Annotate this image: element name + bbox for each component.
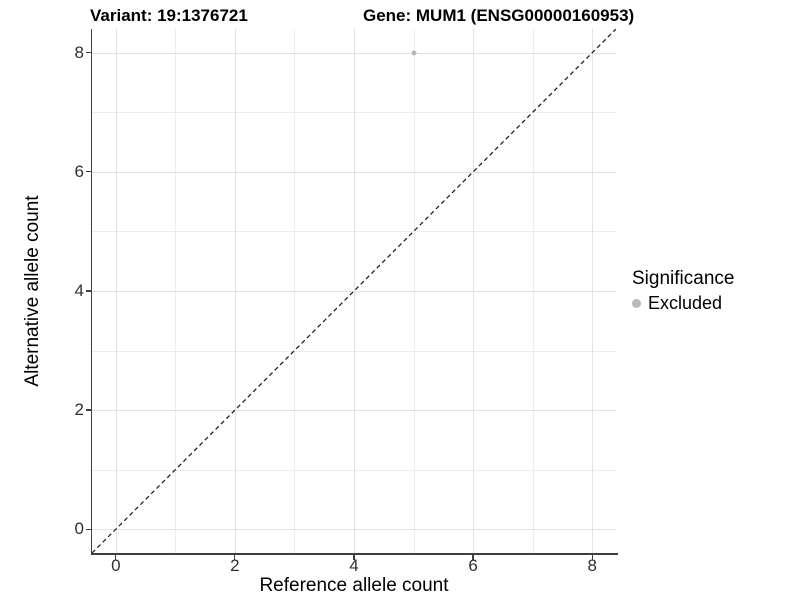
y-tick-label: 0: [74, 519, 84, 539]
x-tick-mark: [353, 554, 355, 560]
y-tick-mark: [85, 290, 91, 292]
major-gridline-h: [92, 529, 616, 531]
legend-entry: Excluded: [632, 292, 734, 314]
legend-title: Significance: [632, 268, 735, 289]
y-axis-line: [90, 29, 93, 555]
x-tick-label: 6: [468, 556, 478, 575]
x-tick-mark: [591, 554, 593, 560]
x-tick-mark: [472, 554, 474, 560]
legend-key-dot-icon: [632, 298, 641, 308]
y-tick-mark: [85, 409, 91, 411]
major-gridline-h: [92, 52, 616, 54]
variant-title: Variant: 19:1376721: [90, 6, 248, 25]
data-point: [411, 50, 417, 56]
y-axis-title: Alternative allele count: [22, 195, 43, 387]
y-tick-label: 8: [74, 42, 84, 62]
major-gridline-h: [92, 410, 616, 412]
y-tick-label: 2: [74, 400, 84, 420]
x-tick-label: 4: [349, 556, 359, 575]
y-tick-mark: [85, 52, 91, 54]
x-tick-mark: [234, 554, 236, 560]
x-tick-label: 8: [587, 556, 597, 575]
x-axis-line: [90, 553, 618, 555]
major-gridline-h: [92, 171, 616, 173]
x-tick-mark: [115, 554, 117, 560]
major-gridline-h: [92, 291, 616, 292]
legend: Significance Excluded: [632, 267, 734, 314]
y-tick-mark: [85, 528, 91, 530]
identity-dashed-line: [92, 29, 616, 553]
y-tick-label: 6: [74, 161, 84, 181]
gene-title: Gene: MUM1 (ENSG00000160953): [363, 6, 635, 25]
legend-entries: Excluded: [632, 292, 734, 314]
y-tick-mark: [85, 171, 91, 173]
identity-line-layer: [92, 29, 616, 553]
x-axis-title: Reference allele count: [259, 575, 449, 596]
y-tick-label: 4: [74, 281, 84, 300]
legend-entry-label: Excluded: [648, 293, 723, 313]
plot-panel: [92, 29, 616, 553]
x-tick-label: 0: [111, 556, 121, 575]
x-tick-label: 2: [230, 556, 240, 575]
